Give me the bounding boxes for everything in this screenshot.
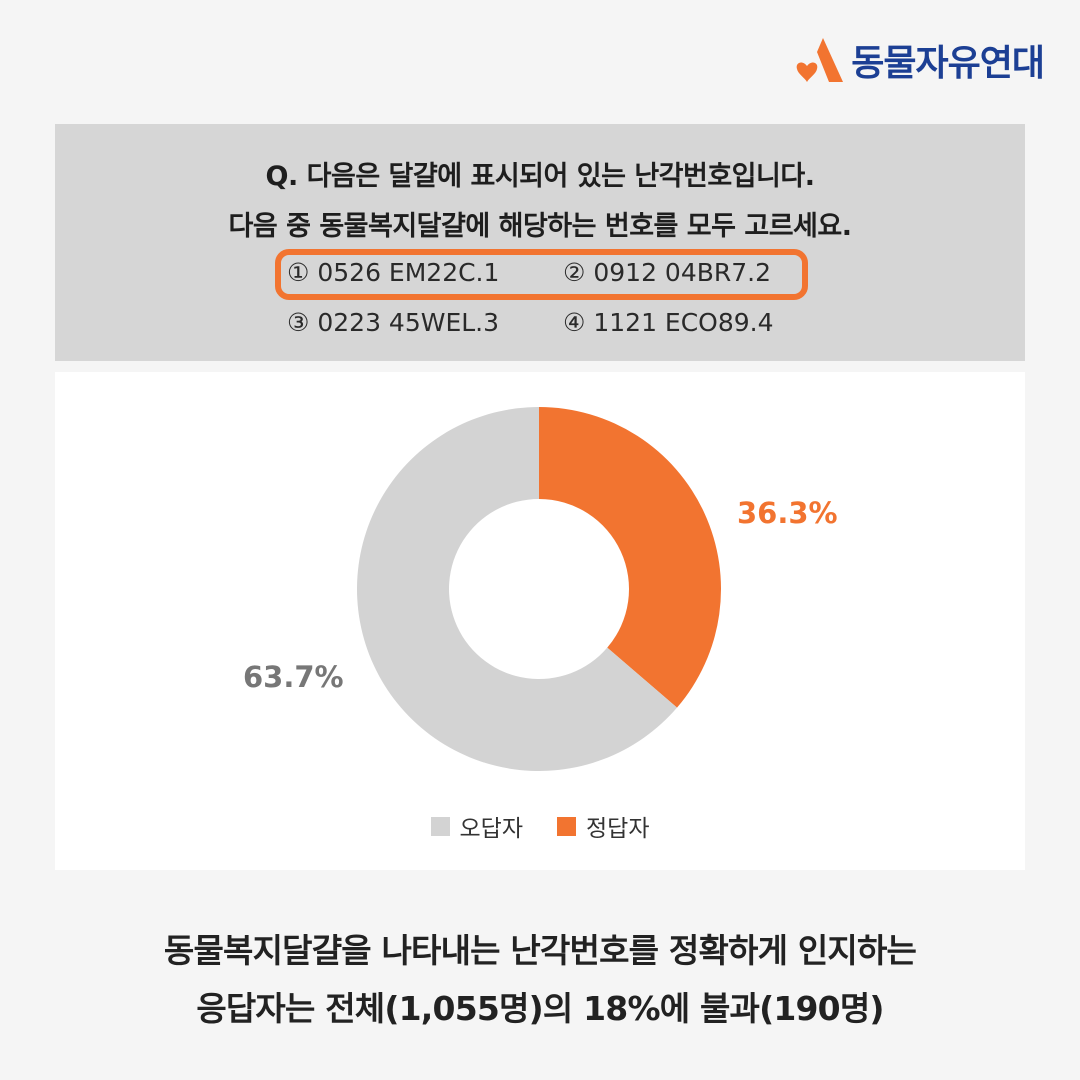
data-label-wrong: 63.7%	[243, 660, 344, 694]
legend-label-correct: 정답자	[586, 816, 650, 842]
brand-name: 동물자유연대	[851, 43, 1045, 84]
data-label-correct: 36.3%	[737, 496, 838, 530]
legend-swatch-wrong	[430, 816, 450, 836]
option-3: ③ 0223 45WEL.3	[287, 308, 500, 337]
donut-slice-wrong	[357, 407, 678, 771]
caption-line-1: 동물복지달걀을 나타내는 난각번호를 정확하게 인지하는	[163, 931, 917, 970]
chart-legend: 오답자 정답자	[55, 809, 1025, 843]
question-line-1: Q. 다음은 달걀에 표시되어 있는 난각번호입니다.	[265, 161, 815, 192]
option-4: ④ 1121 ECO89.4	[563, 308, 774, 337]
option-2: ② 0912 04BR7.2	[563, 258, 772, 287]
question-box: Q. 다음은 달걀에 표시되어 있는 난각번호입니다. 다음 중 동물복지달걀에…	[55, 124, 1025, 361]
option-1: ① 0526 EM22C.1	[287, 258, 500, 287]
answer-highlight-frame	[275, 249, 808, 300]
heart-triangle-logo-icon	[796, 38, 844, 82]
brand-logo: 동물자유연대	[793, 34, 1045, 86]
legend-label-wrong: 오답자	[459, 816, 523, 842]
question-line-2: 다음 중 동물복지달걀에 해당하는 번호를 모두 고르세요.	[228, 211, 852, 242]
chart-card: 36.3% 63.7% 오답자 정답자	[55, 372, 1025, 870]
legend-item-wrong: 오답자	[430, 809, 523, 843]
caption-line-2: 응답자는 전체(1,055명)의 18%에 불과(190명)	[196, 989, 884, 1028]
legend-item-correct: 정답자	[557, 809, 649, 843]
donut-chart	[357, 407, 722, 771]
legend-swatch-correct	[557, 816, 576, 836]
donut-slice-correct	[539, 407, 722, 708]
